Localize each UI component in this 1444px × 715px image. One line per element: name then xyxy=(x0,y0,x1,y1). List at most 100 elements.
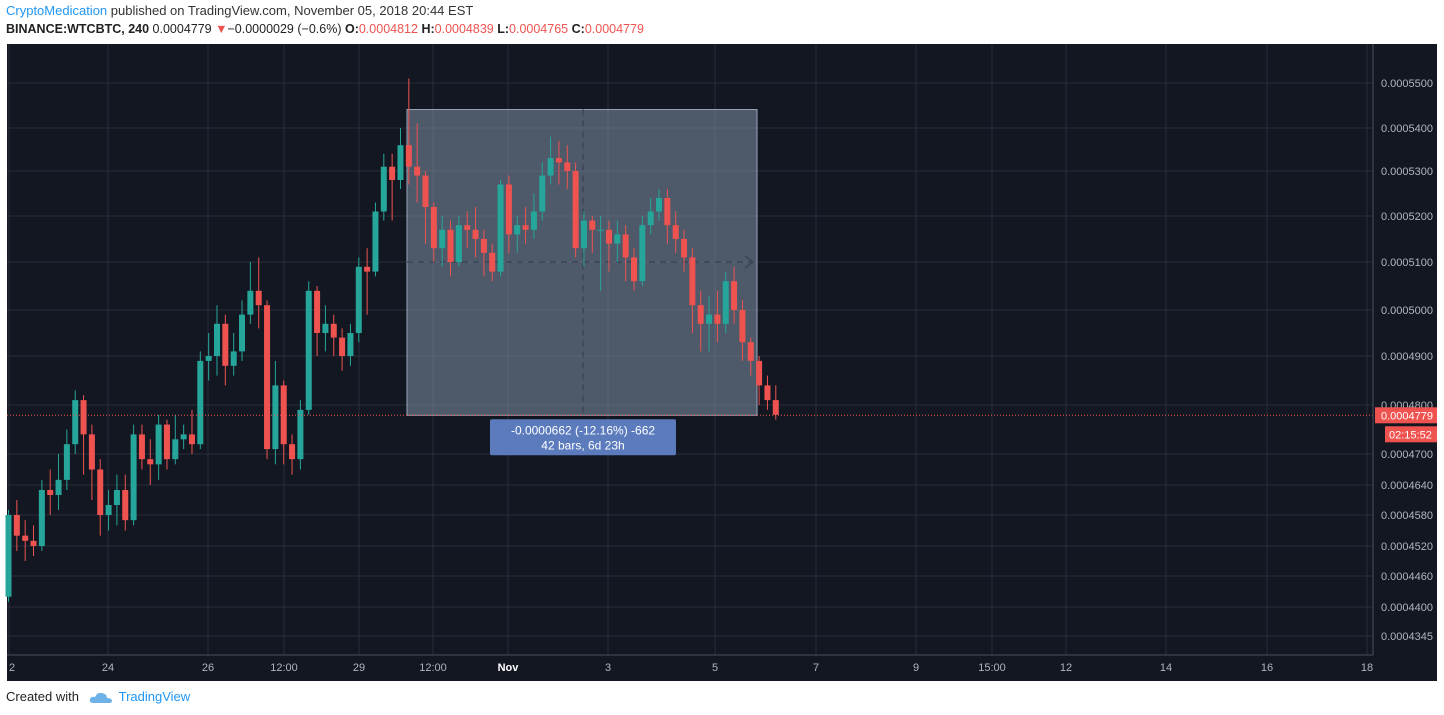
candle-body xyxy=(697,305,704,324)
candle xyxy=(430,202,437,262)
candle-body xyxy=(322,323,329,333)
candle-body xyxy=(439,229,446,249)
candle-body xyxy=(163,424,170,460)
candle xyxy=(138,424,145,470)
candle xyxy=(339,328,346,371)
candle xyxy=(405,78,412,185)
measure-label-bars: 42 bars, 6d 23h xyxy=(541,438,624,452)
candle xyxy=(464,211,471,249)
candle-body xyxy=(222,323,229,366)
candle-body xyxy=(714,314,721,324)
author-link[interactable]: CryptoMedication xyxy=(6,3,108,18)
y-tick-label: 0.0004700 xyxy=(1381,449,1433,461)
candle xyxy=(305,281,312,415)
candle-body xyxy=(622,234,629,258)
candle-body xyxy=(497,184,504,272)
candle-body xyxy=(547,158,554,176)
measure-tool[interactable] xyxy=(406,109,758,416)
candle xyxy=(522,207,529,244)
x-tick-label: 12 xyxy=(1060,662,1072,674)
candle-body xyxy=(13,515,20,536)
candle xyxy=(572,162,579,258)
candle xyxy=(631,248,637,291)
candle xyxy=(664,189,671,244)
candle xyxy=(555,140,562,185)
candle-body xyxy=(347,333,354,356)
candle-body xyxy=(631,257,637,282)
tradingview-brand[interactable]: TradingView xyxy=(118,689,191,704)
price-axis[interactable]: 0.0005500 0.0005400 0.0005300 0.0005200 0.00… xyxy=(1372,44,1437,655)
x-tick-label: 18 xyxy=(1361,662,1373,674)
candle-body xyxy=(706,314,713,324)
candle xyxy=(539,162,546,221)
x-tick-label: 5 xyxy=(712,662,718,674)
candle xyxy=(330,314,337,356)
candle xyxy=(764,375,771,410)
candle xyxy=(672,211,679,253)
countdown-badge xyxy=(1385,426,1437,443)
candle-body xyxy=(614,234,621,244)
candle xyxy=(614,220,621,262)
candle xyxy=(55,454,62,510)
publish-info: CryptoMedication published on TradingVie… xyxy=(6,3,473,18)
x-tick-label: 2 xyxy=(9,662,15,674)
x-tick-label: Nov xyxy=(498,662,520,674)
candle-body xyxy=(239,314,246,352)
candle xyxy=(272,360,279,465)
candle-body xyxy=(63,444,70,480)
x-tick-label: 15:00 xyxy=(978,662,1006,674)
x-tick-label: 24 xyxy=(102,662,114,674)
y-tick-label: 0.0005500 xyxy=(1381,78,1433,90)
candle xyxy=(547,136,554,185)
candle-body xyxy=(22,535,29,541)
candle-body xyxy=(689,257,696,306)
price-axis-bg xyxy=(1373,44,1437,655)
x-tick-label: 3 xyxy=(605,662,611,674)
last-price: 0.0004779 xyxy=(152,22,212,36)
countdown-label: 02:15:52 xyxy=(1389,429,1432,441)
high-value: 0.0004839 xyxy=(434,22,494,36)
time-axis-bg xyxy=(7,655,1437,681)
x-tick-label: 12:00 xyxy=(419,662,447,674)
low-label: L: xyxy=(497,22,510,36)
candle-body xyxy=(756,360,763,386)
candle-body xyxy=(380,166,387,212)
candle xyxy=(197,351,204,450)
symbol-label: BINANCE:WTCBTC, 240 xyxy=(6,22,150,36)
candle xyxy=(5,510,12,602)
candle-body xyxy=(522,225,529,230)
y-tick-label: 0.0004640 xyxy=(1381,480,1433,492)
candle-body xyxy=(30,540,37,546)
candle xyxy=(22,520,29,561)
candle xyxy=(722,271,729,333)
candle-body xyxy=(747,342,754,361)
y-tick-label: 0.0005000 xyxy=(1381,305,1433,317)
candle-body xyxy=(530,211,537,230)
y-tick-label: 0.0004580 xyxy=(1381,510,1433,522)
candle-body xyxy=(722,281,729,324)
candle-body xyxy=(539,175,546,212)
candle-body xyxy=(397,145,404,180)
candles xyxy=(5,78,779,602)
candle xyxy=(97,459,104,536)
candle xyxy=(214,305,220,376)
y-tick-label: 0.0004900 xyxy=(1381,351,1433,363)
candle xyxy=(497,180,504,277)
candle-body xyxy=(681,239,688,258)
candle-body xyxy=(772,400,779,415)
candle-body xyxy=(138,434,145,460)
footer: Created with TradingView xyxy=(6,689,190,705)
y-tick-label: 0.0005400 xyxy=(1381,123,1433,135)
candle-body xyxy=(5,515,12,597)
candle xyxy=(13,500,20,551)
candle-body xyxy=(564,162,571,171)
candle xyxy=(605,220,612,272)
time-axis[interactable]: 2 24 26 12:00 29 12:00 Nov 3 5 7 9 15:00 12 14 16 18 xyxy=(7,654,1437,681)
candle xyxy=(314,286,321,356)
y-tick-label: 0.0004400 xyxy=(1381,602,1433,614)
open-label: O: xyxy=(344,22,359,36)
candle xyxy=(514,216,521,253)
candle xyxy=(205,333,212,381)
candle-body xyxy=(480,239,487,253)
